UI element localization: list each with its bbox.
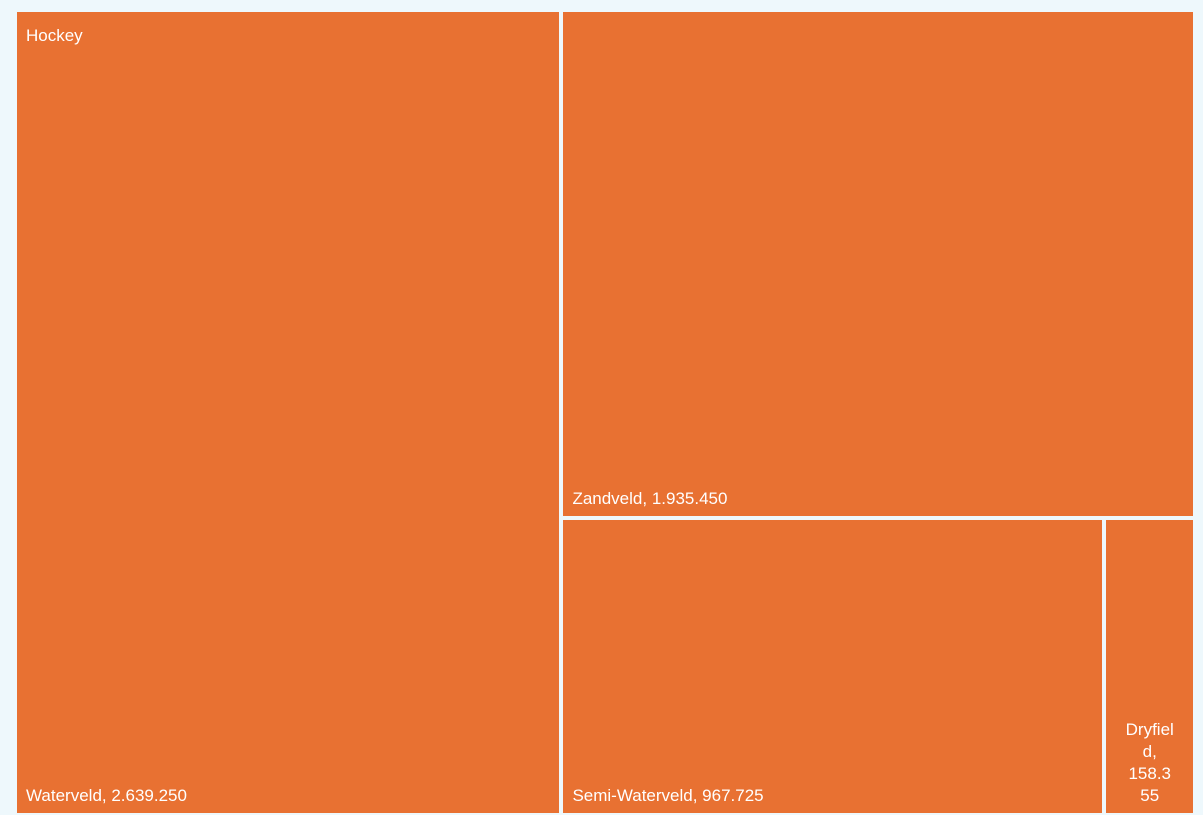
treemap-tile-waterveld: Waterveld, 2.639.250 — [17, 12, 560, 813]
tile-label-dryfield-line-1: Dryfiel — [1125, 719, 1174, 739]
treemap-tile-zandveld: Zandveld, 1.935.450 — [563, 12, 1193, 517]
tile-label-dryfield-line-4: 55 — [1140, 785, 1160, 805]
tile-label-dryfield: Dryfiel d, 158.3 55 — [1106, 719, 1193, 807]
treemap-tile-semi-waterveld: Semi-Waterveld, 967.725 — [563, 520, 1103, 813]
treemap-tile-dryfield: Dryfiel d, 158.3 55 — [1106, 520, 1193, 813]
tile-label-dryfield-line-2: d, — [1142, 741, 1157, 761]
treemap-parent-label: Hockey — [26, 26, 83, 45]
tile-label-zandveld: Zandveld, 1.935.450 — [572, 489, 728, 509]
tile-label-dryfield-line-3: 158.3 — [1128, 763, 1171, 783]
tile-label-waterveld: Waterveld, 2.639.250 — [26, 786, 187, 805]
tile-label-semi-waterveld: Semi-Waterveld, 967.725 — [572, 785, 764, 805]
